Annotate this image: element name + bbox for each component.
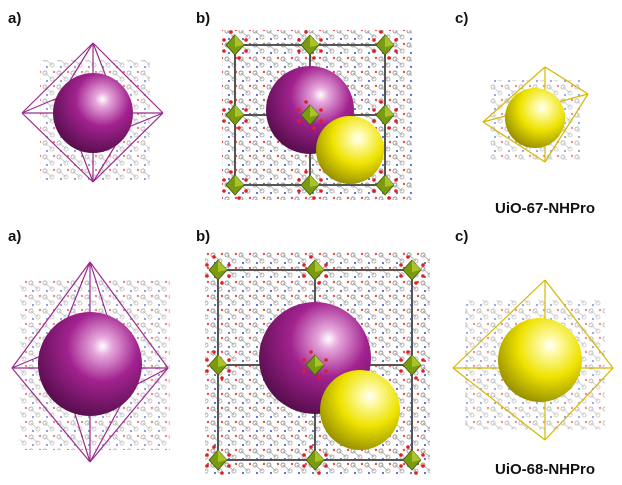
panel-label-a: a) — [8, 10, 22, 27]
material-name: UiO-67-NHPro — [495, 200, 596, 217]
panel-label-c: c) — [455, 10, 469, 27]
row1-octahedral-cage — [21, 42, 164, 183]
panel-label-c: c) — [455, 228, 469, 245]
row2-octahedral-cage — [11, 261, 170, 463]
octahedral-cage-sphere — [53, 73, 133, 153]
material-name: UiO-68-NHPro — [495, 461, 596, 478]
panel-label-b: b) — [196, 10, 211, 27]
panel-label-b: b) — [196, 228, 211, 245]
tetrahedral-cage-sphere — [498, 318, 582, 402]
octahedral-cage-sphere — [38, 312, 142, 416]
panel-label-a: a) — [8, 228, 22, 245]
row1-framework — [221, 29, 412, 201]
row1-tetrahedral-cage — [482, 66, 589, 163]
row2-tetrahedral-cage — [452, 279, 614, 441]
tetrahedral-cage-sphere — [316, 116, 384, 184]
tetrahedral-cage-sphere — [320, 370, 400, 450]
tetrahedral-cage-sphere — [505, 88, 565, 148]
row2-framework — [204, 250, 430, 476]
